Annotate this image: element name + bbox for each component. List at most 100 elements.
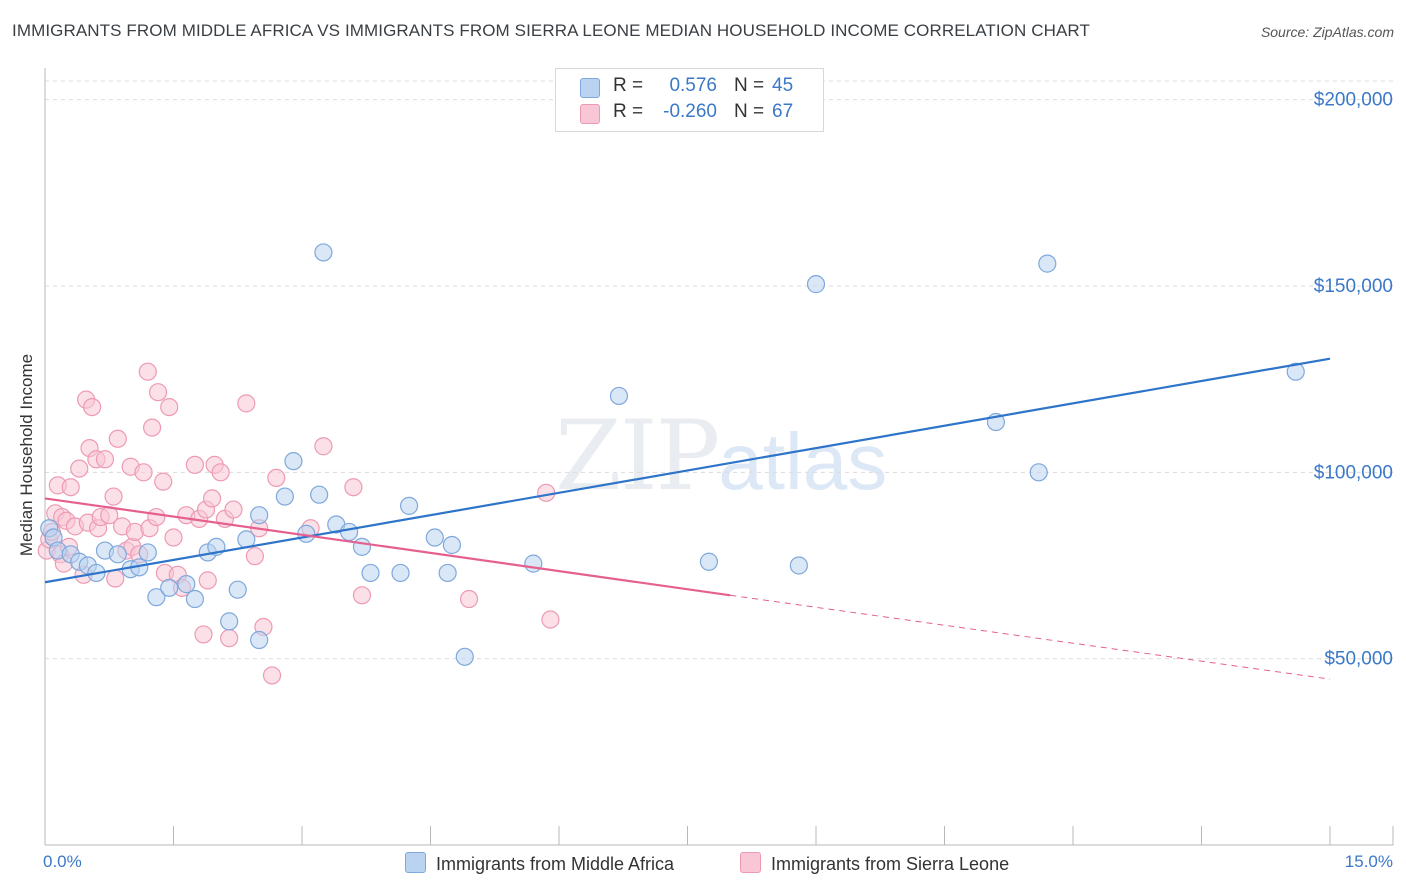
data-point-sierra-leone: [154, 472, 173, 491]
x-tick-max: 15.0%: [1344, 852, 1393, 871]
data-point-middle-africa: [399, 496, 419, 515]
data-point-sierra-leone: [352, 586, 372, 605]
data-point-middle-africa: [177, 575, 196, 594]
data-point-sierra-leone: [95, 450, 115, 469]
data-point-middle-africa: [160, 578, 179, 597]
data-point-sierra-leone: [108, 429, 127, 448]
watermark-atlas: atlas: [718, 417, 888, 506]
y-tick-label: $100,000: [1314, 462, 1393, 483]
data-point-middle-africa: [340, 522, 359, 542]
bottom-legend-swatch-pink: [740, 852, 761, 873]
trendlines: [44, 357, 1331, 680]
data-point-middle-africa: [699, 552, 719, 571]
data-point-middle-africa: [361, 563, 380, 583]
data-point-sierra-leone: [106, 569, 125, 588]
data-point-sierra-leone: [262, 666, 282, 685]
chart-title: IMMIGRANTS FROM MIDDLE AFRICA VS IMMIGRA…: [12, 21, 1090, 40]
watermark: ZIPatlas: [555, 400, 887, 512]
y-axis-label: Median Household Income: [17, 353, 36, 557]
data-point-sierra-leone: [314, 437, 333, 456]
y-tick-label: $200,000: [1314, 90, 1393, 111]
data-point-sierra-leone: [537, 483, 556, 502]
data-point-sierra-leone: [267, 468, 286, 488]
bottom-legend-middle-africa: Immigrants from Middle Africa: [405, 852, 674, 875]
data-point-middle-africa: [275, 487, 294, 506]
axes: [44, 68, 1394, 846]
data-point-sierra-leone: [148, 383, 168, 402]
correlation-legend: R = 0.576 N = 45 R = -0.260 N = 67: [555, 68, 824, 132]
legend-n-label: N =: [734, 101, 765, 122]
data-point-sierra-leone: [147, 507, 166, 527]
legend-n-value: 45: [772, 75, 794, 96]
data-point-sierra-leone: [198, 571, 217, 590]
data-point-middle-africa: [185, 589, 205, 609]
data-point-middle-africa: [442, 535, 462, 555]
data-point-middle-africa: [314, 243, 333, 262]
data-point-middle-africa: [455, 647, 474, 666]
data-point-sierra-leone: [185, 455, 205, 474]
trendline-sierra-leone: [44, 497, 731, 597]
data-point-sierra-leone: [61, 478, 80, 497]
data-point-sierra-leone: [138, 362, 157, 381]
data-point-sierra-leone: [202, 489, 222, 508]
data-point-sierra-leone: [104, 487, 123, 506]
data-point-sierra-leone: [142, 418, 162, 437]
data-point-sierra-leone: [70, 459, 89, 478]
data-point-middle-africa: [1038, 254, 1057, 273]
data-point-sierra-leone: [541, 610, 560, 629]
data-point-middle-africa: [228, 580, 247, 599]
x-tick-min: 0.0%: [43, 852, 82, 871]
legend-n-label: N =: [734, 75, 765, 96]
data-point-sierra-leone: [237, 394, 256, 413]
data-point-sierra-leone: [164, 528, 183, 547]
data-point-sierra-leone: [194, 625, 213, 644]
data-point-sierra-leone: [459, 589, 479, 609]
watermark-zip: ZIP: [555, 400, 720, 512]
data-point-sierra-leone: [245, 547, 264, 566]
data-point-middle-africa: [438, 563, 457, 583]
legend-r-value: 0.576: [669, 75, 717, 96]
data-point-middle-africa: [1029, 463, 1048, 482]
data-point-middle-africa: [250, 506, 269, 525]
data-point-middle-africa: [609, 386, 629, 406]
data-point-middle-africa: [524, 554, 543, 573]
y-tick-label: $150,000: [1314, 276, 1393, 297]
data-point-middle-africa: [352, 537, 372, 556]
legend-r-label: R =: [613, 75, 644, 96]
data-point-middle-africa: [138, 543, 157, 562]
trendline-middle-africa: [44, 357, 1331, 584]
bottom-legend-label: Immigrants from Sierra Leone: [771, 854, 1010, 874]
grid: [45, 80, 1393, 660]
y-tick-labels: $50,000 $100,000 $150,000 $200,000: [1314, 90, 1393, 670]
series-middle-africa: [40, 243, 1305, 666]
legend-swatch-pink: [580, 104, 600, 124]
data-point-middle-africa: [108, 545, 127, 564]
legend-r-value: -0.260: [663, 101, 717, 122]
data-point-middle-africa: [310, 485, 329, 504]
data-point-middle-africa: [1286, 362, 1305, 381]
data-point-sierra-leone: [83, 397, 102, 417]
data-point-sierra-leone: [211, 463, 230, 482]
data-point-middle-africa: [284, 452, 303, 471]
series-sierra-leone: [37, 362, 560, 685]
bottom-legend-sierra-leone: Immigrants from Sierra Leone: [740, 852, 1009, 875]
source-label: Source: ZipAtlas.com: [1260, 24, 1394, 40]
trendline-sierra-leone-extrapolated: [730, 594, 1331, 680]
data-point-middle-africa: [789, 556, 808, 575]
data-point-sierra-leone: [160, 397, 179, 417]
legend-n-value: 67: [772, 101, 794, 122]
bottom-legend-label: Immigrants from Middle Africa: [436, 854, 675, 874]
y-tick-label: $50,000: [1324, 649, 1393, 670]
data-point-middle-africa: [806, 275, 826, 294]
data-point-sierra-leone: [220, 629, 239, 648]
data-point-middle-africa: [250, 630, 269, 650]
data-point-middle-africa: [391, 563, 410, 583]
data-point-middle-africa: [147, 588, 166, 607]
bottom-legend-swatch-blue: [405, 852, 426, 873]
data-point-middle-africa: [425, 528, 444, 547]
legend-swatch-blue: [580, 78, 600, 98]
data-point-middle-africa: [220, 612, 239, 631]
legend-r-label: R =: [613, 101, 644, 122]
data-point-sierra-leone: [344, 478, 363, 497]
